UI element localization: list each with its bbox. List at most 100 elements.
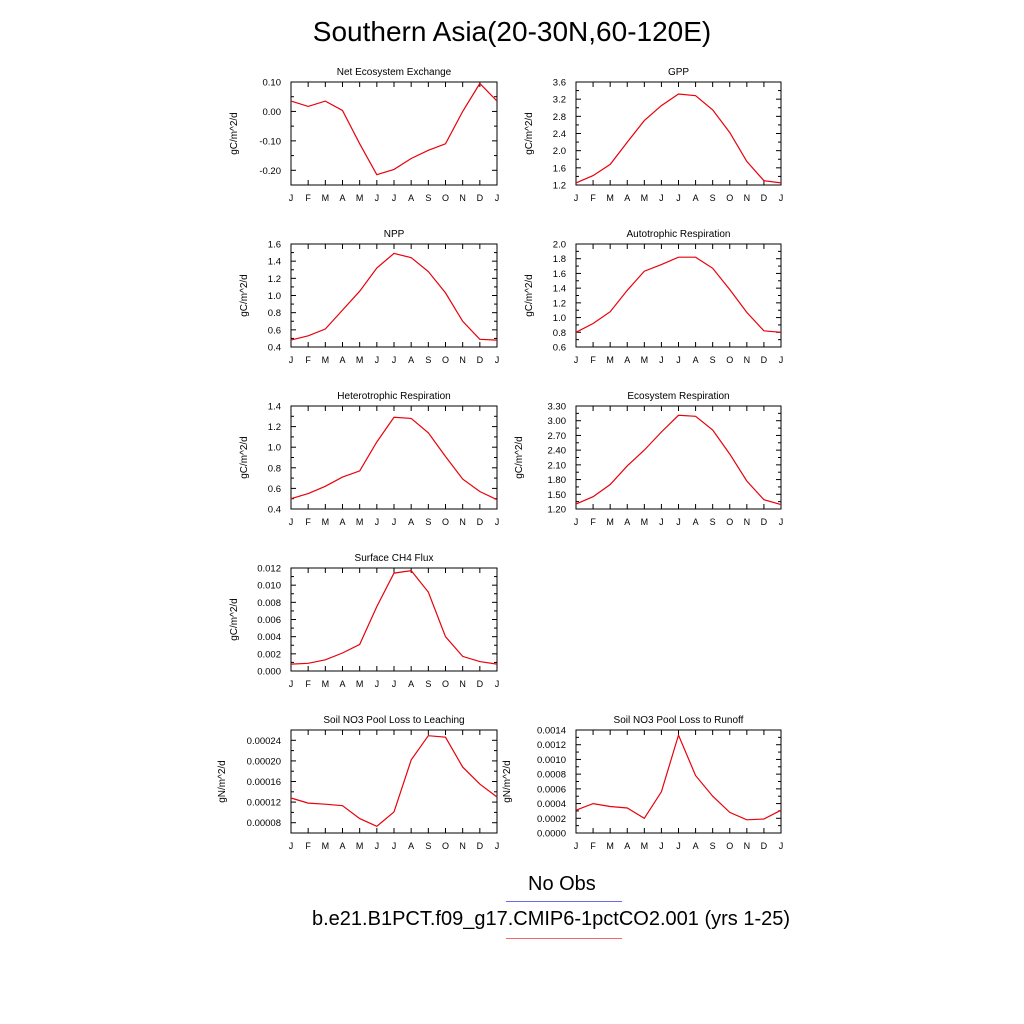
x-tick-label: D: [477, 517, 484, 527]
x-tick-label: J: [375, 679, 380, 689]
y-tick-label: 1.4: [268, 257, 281, 268]
x-tick-label: M: [356, 517, 364, 527]
plot-frame: [290, 567, 498, 672]
x-tick-label: J: [495, 679, 500, 689]
x-tick-label: F: [590, 517, 596, 527]
x-tick-label: J: [659, 841, 664, 851]
y-tick-label: 0.8: [268, 308, 281, 319]
x-tick-label: J: [574, 517, 579, 527]
x-tick-label: S: [425, 841, 431, 851]
x-tick-label: O: [726, 355, 733, 365]
x-tick-label: F: [590, 355, 596, 365]
x-tick-label: O: [726, 517, 733, 527]
y-tick-label: 3.6: [553, 78, 566, 89]
x-tick-label: O: [442, 193, 449, 203]
chart-panel-5: J F M A M J J A S O N D J1.41.21.00.80.60.4Heterotro…: [239, 391, 499, 527]
x-tick-label: J: [659, 355, 664, 365]
legend-obs-label: No Obs: [528, 873, 596, 895]
x-tick-label: J: [779, 517, 784, 527]
x-tick-label: J: [779, 841, 784, 851]
y-tick-label: 0.0002: [537, 814, 566, 825]
x-tick-label: J: [289, 841, 294, 851]
x-tick-label: D: [477, 679, 484, 689]
x-tick-label: O: [442, 679, 449, 689]
series-line: [290, 252, 498, 341]
y-tick-label: 0.00020: [247, 756, 281, 767]
x-tick-label: J: [392, 517, 397, 527]
x-tick-label: F: [305, 679, 311, 689]
plot-frame: [575, 729, 782, 834]
x-tick-label: F: [305, 841, 311, 851]
series-line: [575, 256, 782, 333]
x-tick-label: A: [339, 679, 345, 689]
x-tick-label: A: [693, 517, 699, 527]
x-tick-label: J: [392, 193, 397, 203]
x-tick-label: M: [356, 841, 364, 851]
y-axis-label: gC/m^2/d: [514, 436, 525, 479]
x-tick-label: F: [305, 517, 311, 527]
x-tick-label: N: [459, 517, 466, 527]
x-tick-label: M: [356, 355, 364, 365]
x-tick-label: S: [710, 517, 716, 527]
y-tick-label: 2.40: [548, 446, 567, 457]
x-tick-label: A: [693, 193, 699, 203]
series-line: [290, 82, 498, 176]
x-tick-label: J: [289, 679, 294, 689]
panel-title: GPP: [668, 67, 689, 78]
x-tick-label: J: [375, 193, 380, 203]
x-tick-label: S: [710, 193, 716, 203]
y-tick-label: 0.0014: [537, 726, 566, 737]
y-tick-label: 2.10: [548, 460, 567, 471]
x-tick-label: O: [442, 841, 449, 851]
chart-panel-4: J F M A M J J A S O N D J2.01.81.61.41.21.00.80.6Aut…: [524, 229, 783, 365]
chart-panel-3: J F M A M J J A S O N D J1.61.41.21.00.80.60.4NPPgC/…: [239, 229, 499, 365]
x-tick-label: J: [392, 355, 397, 365]
x-tick-label: S: [425, 355, 431, 365]
x-tick-label: J: [495, 193, 500, 203]
y-tick-label: 0.004: [257, 632, 281, 643]
y-axis-label: gN/m^2/d: [502, 760, 513, 803]
x-tick-label: J: [659, 517, 664, 527]
x-tick-label: J: [676, 355, 681, 365]
y-tick-label: 0.00008: [247, 818, 281, 829]
x-tick-label: N: [744, 355, 751, 365]
legend-model-line: [506, 938, 622, 939]
x-tick-label: A: [339, 517, 345, 527]
chart-panel-2: J F M A M J J A S O N D J3.63.22.82.42.01.61.2GPPgC/…: [524, 67, 783, 203]
panel-title: Net Ecosystem Exchange: [337, 67, 452, 78]
x-tick-label: A: [408, 355, 414, 365]
y-tick-label: 3.2: [553, 95, 566, 106]
y-tick-label: 0.6: [268, 325, 281, 336]
chart-panel-8: J F M A M J J A S O N D J0.000240.000200.000160.0001…: [217, 715, 499, 851]
x-tick-label: J: [779, 193, 784, 203]
y-tick-label: 0.10: [263, 78, 282, 89]
y-axis-label: gC/m^2/d: [229, 598, 240, 641]
panel-title: Soil NO3 Pool Loss to Leaching: [323, 715, 464, 726]
y-tick-label: 0.0000: [537, 829, 566, 840]
y-tick-label: 1.6: [268, 240, 281, 251]
x-tick-label: J: [495, 517, 500, 527]
y-tick-label: 1.2: [268, 274, 281, 285]
x-tick-label: A: [624, 517, 630, 527]
y-tick-label: 0.008: [257, 598, 281, 609]
y-tick-label: 2.0: [553, 146, 566, 157]
y-tick-label: 1.4: [553, 284, 566, 295]
x-tick-label: F: [590, 193, 596, 203]
x-tick-label: J: [779, 355, 784, 365]
y-tick-label: 1.6: [553, 269, 566, 280]
y-tick-label: 0.0010: [537, 755, 566, 766]
x-tick-label: A: [693, 841, 699, 851]
series-line: [290, 569, 498, 665]
x-tick-label: D: [477, 841, 484, 851]
x-tick-label: J: [495, 841, 500, 851]
y-tick-label: 0.0008: [537, 770, 566, 781]
x-tick-label: N: [744, 841, 751, 851]
x-tick-label: S: [425, 517, 431, 527]
y-tick-label: 0.8: [268, 463, 281, 474]
x-tick-label: M: [606, 517, 614, 527]
x-tick-label: M: [356, 193, 364, 203]
x-tick-label: J: [676, 193, 681, 203]
y-axis-label: gC/m^2/d: [524, 112, 535, 155]
x-tick-label: J: [392, 679, 397, 689]
